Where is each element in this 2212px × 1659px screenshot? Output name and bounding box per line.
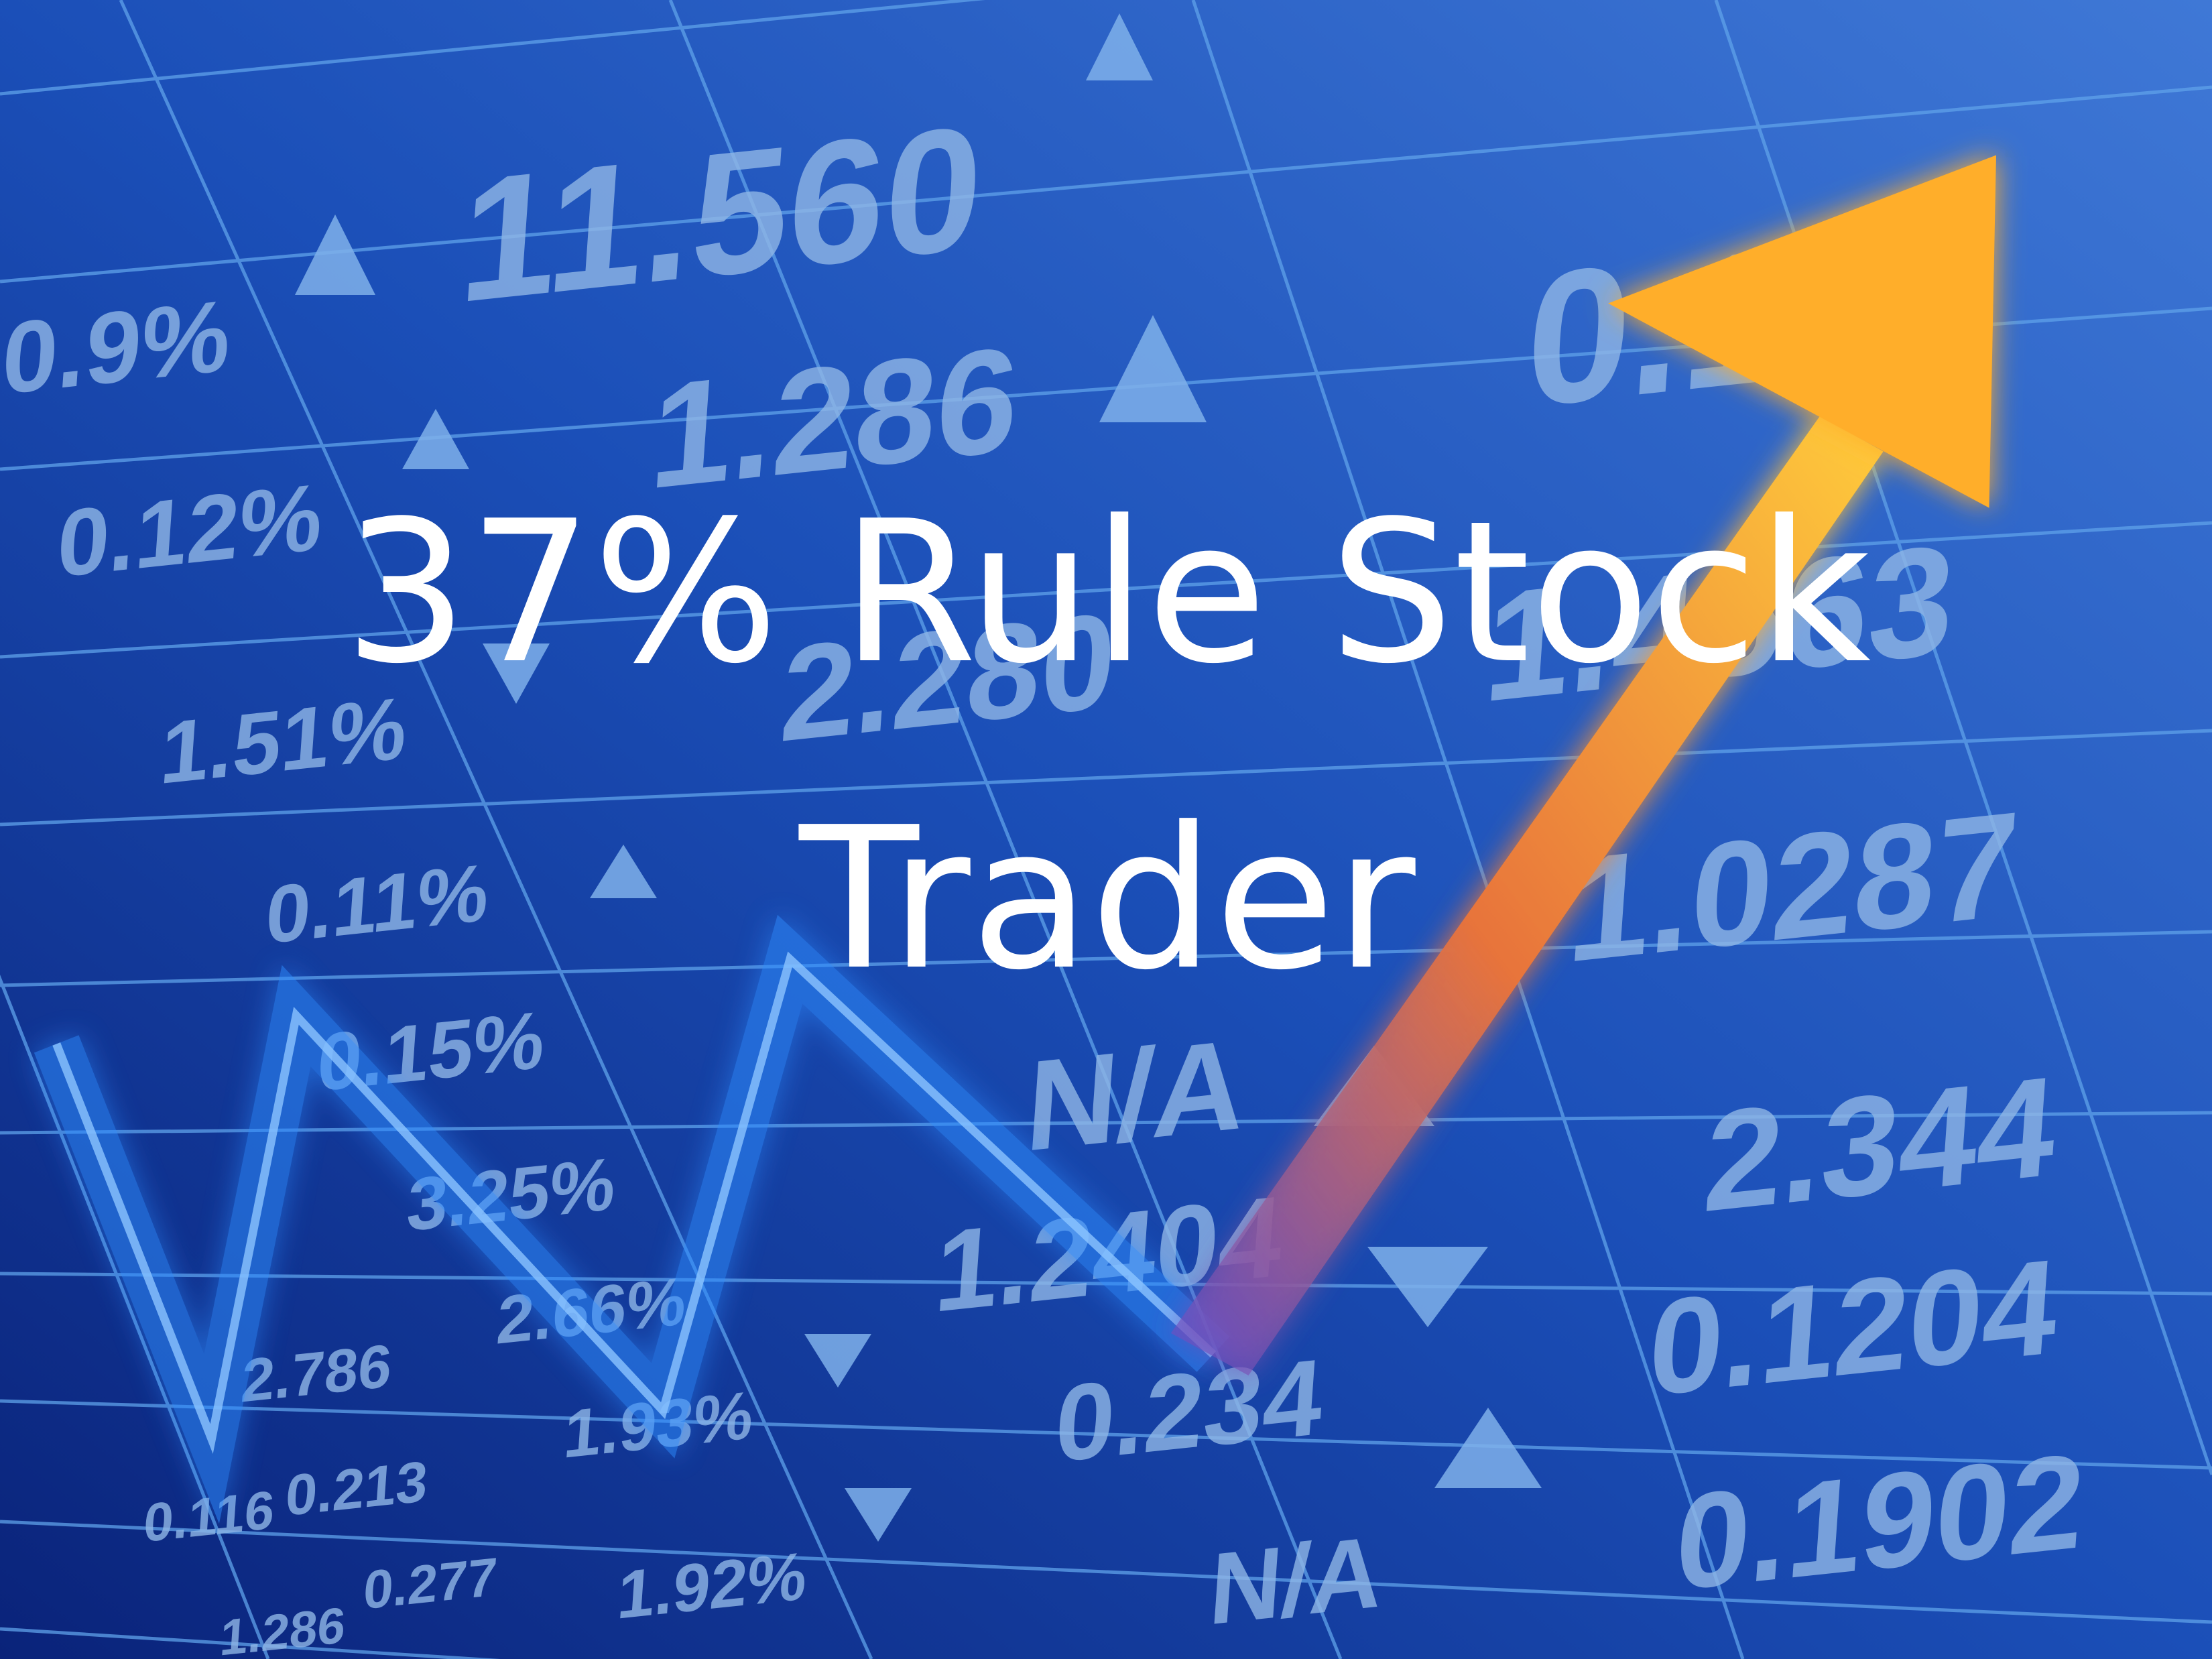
title-line: Trader xyxy=(796,785,1418,1013)
board-number: 2.344 xyxy=(1700,1046,2061,1242)
trend-graphics xyxy=(34,155,1997,1524)
board-number: N/A xyxy=(1206,1515,1386,1647)
zigzag-edge xyxy=(52,951,1217,1454)
board-number: N/A xyxy=(1022,1011,1249,1178)
board-number: 0.277 xyxy=(361,1546,499,1621)
board-number: 0.213 xyxy=(284,1449,430,1528)
board-number: 1.286 xyxy=(646,314,1024,520)
arrow-head xyxy=(1608,155,1997,508)
title-line: 37% Rule Stock xyxy=(344,479,1871,706)
board-number: 2.786 xyxy=(239,1332,394,1416)
arrow-shaft xyxy=(1170,416,1884,1375)
board-number: 2.280 xyxy=(776,584,1121,770)
board-number: 0.9% xyxy=(0,278,235,416)
